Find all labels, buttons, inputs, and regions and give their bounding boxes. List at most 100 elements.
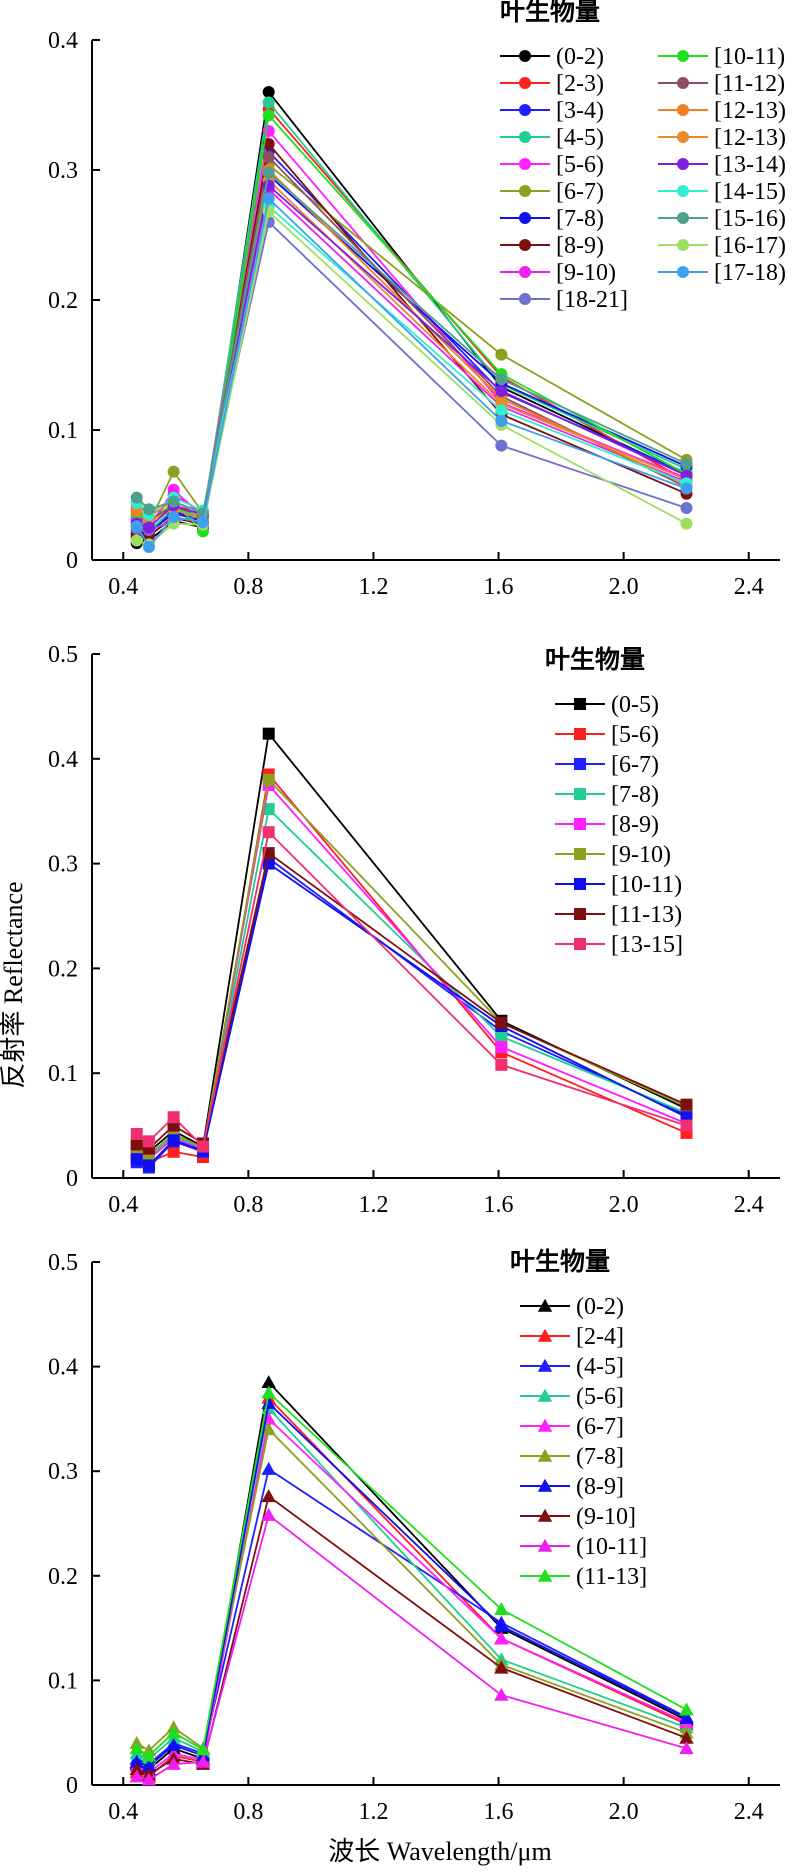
data-point — [167, 1134, 180, 1147]
legend-item: [15-16) — [658, 206, 786, 232]
data-point — [262, 192, 275, 205]
x-tick-label: 2.4 — [734, 574, 764, 600]
y-tick-label: 0.2 — [48, 956, 78, 982]
series-18 — [130, 205, 693, 551]
legend-label: [12-13) — [714, 98, 786, 124]
legend-swatch-marker — [677, 239, 689, 251]
data-point — [166, 1738, 181, 1752]
y-tick-label: 0.3 — [48, 1459, 78, 1485]
legend-label: [3-4) — [556, 98, 604, 124]
data-point — [680, 482, 693, 495]
shared-y-axis-label: 反射率 Reflectance — [0, 881, 28, 1088]
data-point — [197, 1140, 210, 1153]
legend-swatch-marker — [537, 1328, 553, 1342]
legend-label: [9-10) — [611, 842, 671, 868]
legend-swatch-marker — [519, 239, 531, 251]
legend-swatch-marker — [677, 185, 689, 197]
legend-swatch-marker — [574, 908, 586, 920]
legend-swatch-marker — [519, 212, 531, 224]
data-point — [261, 1489, 276, 1503]
x-tick-label: 2.0 — [609, 1799, 639, 1825]
data-point — [680, 1119, 693, 1132]
legend-swatch-marker — [574, 818, 586, 830]
legend-label: [15-16) — [714, 206, 786, 232]
data-point — [262, 151, 275, 163]
legend: 叶生物量 (0-5) [5-6) [6-7) [7-8) [8-9) [9-10) [10-1… — [545, 646, 683, 958]
legend-label: [17-18) — [714, 260, 786, 286]
legend-item: [13-15] — [555, 932, 683, 958]
legend-label: [5-6) — [556, 152, 604, 178]
y-tick-label: 0.1 — [48, 1061, 78, 1087]
legend-label: (11-13] — [576, 1564, 647, 1590]
series-2 — [130, 768, 693, 1169]
y-tick-label: 0.3 — [48, 852, 78, 878]
legend-item: [7-8) — [500, 206, 604, 232]
chart-panel-top: 0 0.1 0.2 0.3 0.4 0.4 0.8 1.2 1.6 2.0 2.4 叶生物量 (0-2)… — [48, 0, 786, 600]
data-point — [494, 1602, 509, 1616]
x-tick-label: 2.4 — [734, 1799, 764, 1825]
legend-label: [11-12) — [714, 71, 785, 97]
y-tick-label: 0 — [66, 1166, 78, 1192]
y-tick-label: 0.4 — [48, 1355, 78, 1381]
legend-swatch-marker — [574, 698, 586, 710]
series-7 — [130, 169, 693, 540]
legend-label: (8-9] — [576, 1474, 624, 1500]
legend-item: (6-7] — [520, 1414, 624, 1440]
legend-label: [14-15) — [714, 179, 786, 205]
legend-label: [6-7) — [556, 179, 604, 205]
legend-label: [13-14) — [714, 152, 786, 178]
x-tick-label: 1.2 — [358, 574, 388, 600]
x-tick-label: 1.6 — [484, 1799, 514, 1825]
x-tick-label: 0.8 — [233, 1799, 263, 1825]
legend-label: (9-10] — [576, 1504, 636, 1530]
legend-item: (10-11] — [520, 1534, 647, 1560]
series-9 — [130, 183, 693, 531]
series-line — [136, 155, 687, 521]
data-point — [261, 1385, 276, 1399]
data-point — [262, 727, 275, 740]
data-point — [680, 517, 693, 530]
data-point — [167, 1111, 180, 1124]
legend-swatch-marker — [519, 104, 531, 116]
legend-swatch-marker — [537, 1508, 553, 1522]
legend-item: [10-11) — [658, 44, 785, 70]
series-6 — [130, 158, 693, 530]
legend-label: [10-11) — [611, 872, 682, 898]
y-tick-label: 0.1 — [48, 1668, 78, 1694]
series-line — [136, 851, 687, 1150]
y-tick-label: 0.1 — [48, 418, 78, 444]
data-point — [166, 1725, 181, 1739]
data-point — [142, 503, 155, 516]
data-point — [495, 1041, 508, 1053]
legend-item: [4-5) — [500, 125, 604, 151]
legend-item: [8-9) — [555, 812, 659, 838]
series-line — [136, 163, 687, 525]
shared-x-axis-label: 波长 Wavelength/μm — [328, 1837, 551, 1866]
x-tick-label: 2.0 — [609, 1192, 639, 1218]
data-point — [142, 521, 155, 534]
series-7 — [130, 857, 693, 1172]
data-point — [679, 1741, 694, 1755]
legend-item: [12-13) — [658, 125, 786, 151]
legend-swatch-marker — [574, 788, 586, 800]
data-point — [197, 516, 210, 529]
data-point — [494, 1618, 509, 1632]
series-5 — [130, 779, 693, 1166]
data-point — [494, 1660, 509, 1674]
legend-item: (4-5] — [520, 1354, 624, 1380]
data-point — [262, 166, 275, 179]
data-point — [495, 1016, 508, 1029]
data-point — [495, 1058, 508, 1071]
legend-item: (8-9] — [520, 1474, 624, 1500]
series-6 — [130, 773, 693, 1161]
legend-swatch-marker — [519, 50, 531, 62]
legend-label: [7-8) — [611, 782, 659, 808]
series-19 — [130, 192, 693, 553]
x-tick-label: 0.8 — [233, 1192, 263, 1218]
data-point — [680, 1098, 693, 1111]
legend-item: (11-13] — [520, 1564, 647, 1590]
legend-label: [16-17) — [714, 233, 786, 259]
series-line — [136, 128, 687, 531]
legend-label: [8-9) — [556, 233, 604, 259]
